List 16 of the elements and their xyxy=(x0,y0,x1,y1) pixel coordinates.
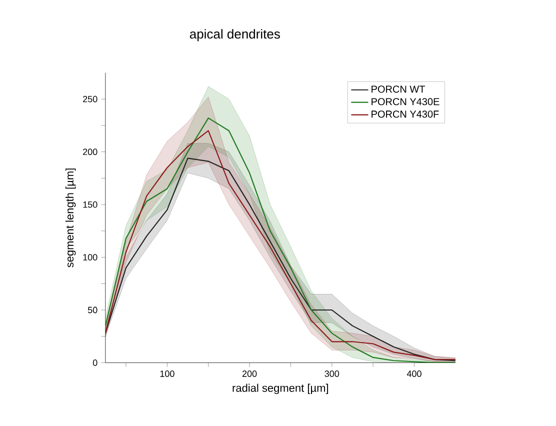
y-tick-label: 250 xyxy=(83,96,98,102)
x-tick-label: 100 xyxy=(160,370,174,377)
x-tick-label: 200 xyxy=(242,370,257,377)
y-tick-label: 0 xyxy=(92,360,98,366)
chart-title: apical dendrites xyxy=(190,29,280,42)
legend-label: PORCN Y430F xyxy=(372,110,439,118)
y-axis-title: segment length [µm] xyxy=(65,168,76,268)
legend-label: PORCN Y430E xyxy=(372,98,440,106)
y-tick-label: 200 xyxy=(83,148,98,156)
y-tick-label: 150 xyxy=(83,201,98,208)
x-axis-title: radial segment [µm] xyxy=(232,384,328,394)
y-tick-label: 100 xyxy=(83,254,98,260)
x-tick-label: 300 xyxy=(324,370,340,377)
legend-label: PORCN WT xyxy=(372,86,426,93)
y-tick-label: 50 xyxy=(88,306,98,314)
x-tick-label: 400 xyxy=(406,370,422,377)
